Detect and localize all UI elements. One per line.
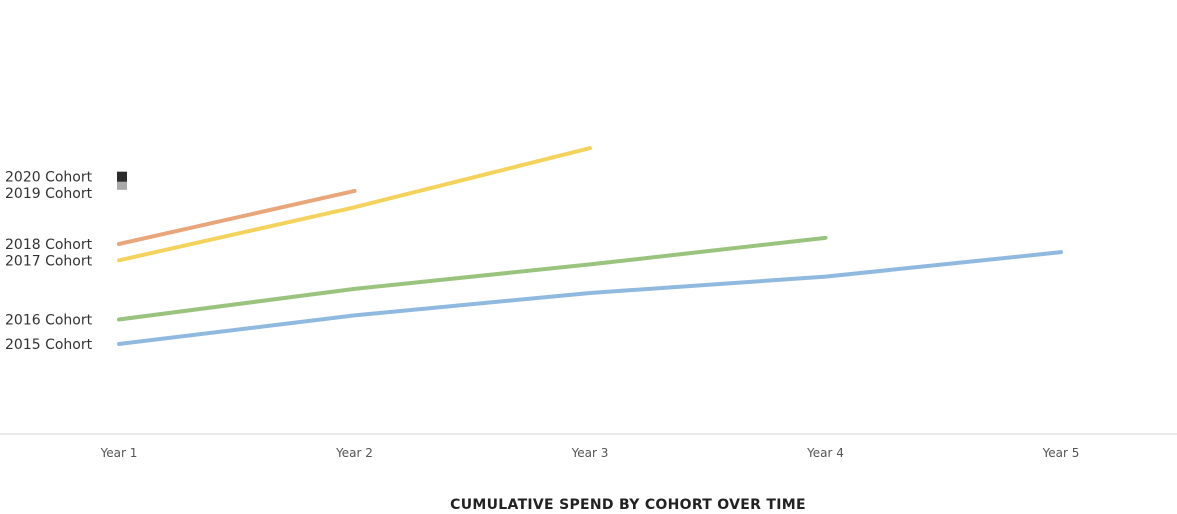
- series-label-2015-cohort: 2015 Cohort: [5, 337, 93, 353]
- series-line-2016-cohort: [117, 235, 828, 322]
- x-tick-label: Year 4: [806, 446, 844, 460]
- series-label-2017-cohort: 2017 Cohort: [5, 253, 93, 269]
- x-tick-layer: Year 1 Year 2 Year 3 Year 4 Year 5: [100, 446, 1080, 460]
- x-tick-label: Year 3: [571, 446, 609, 460]
- series-marker-2020-cohort: [117, 171, 127, 182]
- series-label-2020-cohort: 2020 Cohort: [5, 170, 93, 186]
- series-line-2018-cohort: [117, 188, 357, 246]
- series-line-2017-cohort: [117, 146, 592, 263]
- chart-title: CUMULATIVE SPEND BY COHORT OVER TIME: [450, 497, 806, 513]
- x-tick-label: Year 1: [100, 446, 138, 460]
- series-line-2015-cohort: [117, 250, 1063, 346]
- series-label-2018-cohort: 2018 Cohort: [5, 237, 93, 253]
- series-label-2019-cohort: 2019 Cohort: [5, 186, 93, 202]
- series-label-2016-cohort: 2016 Cohort: [5, 312, 93, 328]
- series-marker-2019-cohort: [117, 179, 127, 190]
- x-tick-label: Year 2: [335, 446, 373, 460]
- series-layer: [117, 146, 1063, 346]
- x-tick-label: Year 5: [1042, 446, 1080, 460]
